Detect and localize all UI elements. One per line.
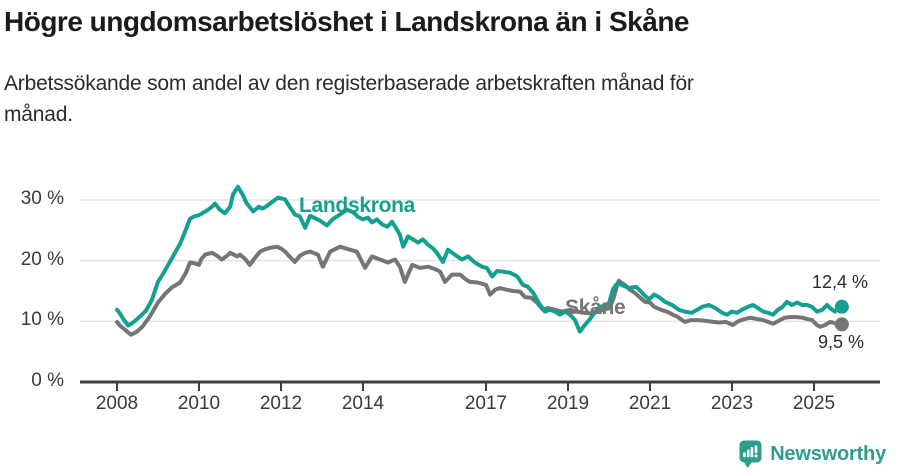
x-axis-label: 2023 — [710, 393, 754, 414]
y-axis-label: 0 % — [31, 370, 64, 391]
x-axis-label: 2021 — [628, 393, 672, 414]
y-axis-label: 20 % — [20, 248, 64, 270]
x-axis-label: 2008 — [95, 393, 139, 414]
series-label-skane: Skåne — [565, 296, 626, 319]
x-axis-label: 2025 — [792, 393, 836, 414]
x-axis-label: 2012 — [259, 393, 303, 414]
brand-name: Newsworthy — [770, 442, 886, 465]
end-value-landskrona: 12,4 % — [812, 272, 869, 292]
end-dot-landskrona — [834, 299, 849, 314]
footer-brand-link[interactable]: Newsworthy — [739, 440, 886, 468]
x-axis-label: 2010 — [177, 393, 221, 414]
y-axis-label: 30 % — [20, 187, 64, 209]
x-axis-label: 2017 — [464, 393, 508, 414]
x-axis-label: 2019 — [546, 393, 590, 414]
y-axis-label: 10 % — [20, 309, 64, 331]
end-value-skane: 9,5 % — [818, 332, 865, 352]
end-dot-skåne — [834, 317, 849, 332]
x-axis-label: 2014 — [341, 393, 385, 414]
newsworthy-pin-barchart-icon — [739, 440, 762, 468]
series-label-landskrona: Landskrona — [299, 194, 416, 217]
series-line-landskrona — [115, 184, 844, 334]
page-title: Högre ungdomsarbetslöshet i Landskrona ä… — [4, 6, 690, 37]
chart-subtitle: Arbetssökande som andel av den registerb… — [4, 72, 694, 126]
series-line-skåne — [115, 244, 844, 337]
